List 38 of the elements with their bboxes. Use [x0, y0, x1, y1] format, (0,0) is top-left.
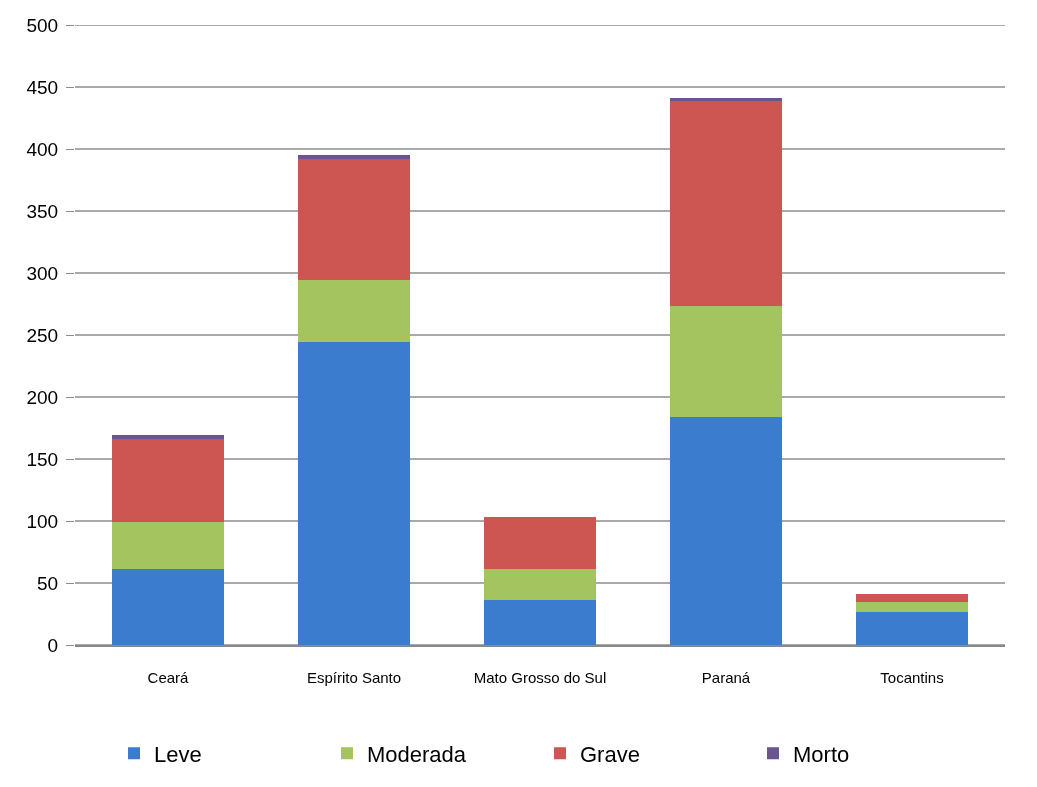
- bar: [484, 600, 596, 645]
- y-tick-label: 100: [26, 510, 59, 532]
- legend-label: Grave: [580, 741, 640, 767]
- bar: [298, 280, 410, 343]
- x-tick-label: Ceará: [147, 668, 190, 686]
- bar: [112, 439, 224, 523]
- y-tick-label: 250: [26, 324, 59, 346]
- y-tick-label: 150: [26, 448, 59, 470]
- bar: [856, 611, 968, 645]
- bar: [112, 522, 224, 570]
- bar: [670, 100, 782, 307]
- bar: [670, 98, 782, 101]
- y-tick-label: 50: [37, 572, 59, 594]
- bar: [856, 601, 968, 612]
- x-tick-label: Paraná: [701, 668, 751, 686]
- y-tick-label: 500: [26, 14, 59, 36]
- bar: [856, 594, 968, 602]
- bar: [670, 416, 782, 645]
- y-tick-label: 350: [26, 200, 59, 222]
- y-tick-label: 300: [26, 262, 59, 284]
- bar: [112, 569, 224, 645]
- bar: [298, 342, 410, 645]
- bar: [484, 517, 596, 570]
- bar: [112, 435, 224, 440]
- legend-label: Morto: [793, 741, 850, 767]
- y-tick-label: 450: [26, 76, 59, 98]
- legend-label: Leve: [154, 741, 202, 767]
- y-tick-label: 400: [26, 138, 59, 160]
- y-tick-label: 200: [26, 386, 59, 408]
- x-tick-label: Espírito Santo: [306, 668, 402, 686]
- bar: [484, 569, 596, 601]
- x-tick-label: Mato Grosso do Sul: [473, 668, 607, 686]
- bar: [298, 155, 410, 159]
- bar: [670, 306, 782, 417]
- y-tick-label: 0: [47, 634, 59, 656]
- legend-label: Moderada: [367, 741, 467, 767]
- bar: [298, 158, 410, 281]
- x-tick-label: Tocantins: [880, 668, 944, 686]
